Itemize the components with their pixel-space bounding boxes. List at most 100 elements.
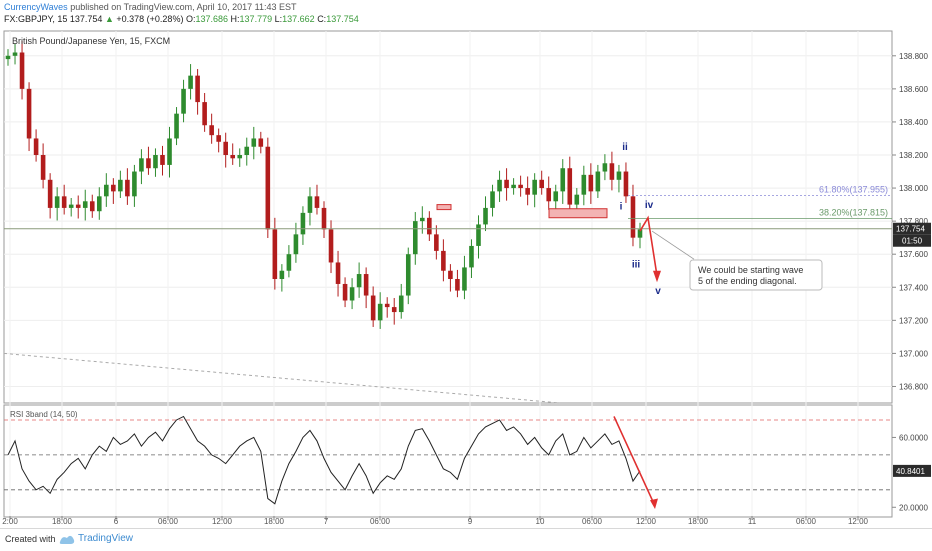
- candle-body: [216, 135, 221, 142]
- candle-body: [567, 168, 573, 205]
- candle-body: [384, 303, 390, 308]
- candle-body: [202, 102, 207, 126]
- candle-body: [61, 196, 67, 208]
- time-tick-label: 6: [114, 517, 119, 526]
- candle-body: [167, 138, 172, 165]
- candle-body: [68, 204, 74, 208]
- rsi-line: [7, 415, 641, 505]
- fib-label: 61.80%(137.955): [819, 185, 888, 195]
- last-price-label: 137.754: [896, 225, 925, 234]
- price-tick-label: 138.600: [899, 85, 928, 94]
- candle-body: [188, 75, 193, 89]
- main-pane[interactable]: [3, 30, 893, 404]
- price-tick-label: 137.800: [899, 217, 928, 226]
- candle-body: [75, 204, 81, 208]
- change-value: +0.378 (+0.28%): [116, 14, 184, 24]
- candle-body: [504, 179, 509, 189]
- price-tick-label: 137.200: [899, 316, 928, 325]
- candle-body: [363, 274, 369, 296]
- time-tick-label: 9: [468, 517, 473, 526]
- candle-body: [349, 287, 355, 301]
- candle-body: [19, 52, 25, 89]
- candle-body: [637, 229, 643, 238]
- time-tick-label: 06:00: [370, 517, 391, 526]
- rsi-last-badge: [893, 464, 931, 477]
- fib-label: 38.20%(137.815): [819, 208, 888, 218]
- annotation-text-line1: We could be starting wave: [698, 265, 803, 275]
- candle-body: [223, 141, 228, 155]
- candle-body: [553, 191, 559, 202]
- candle-body: [391, 307, 397, 313]
- candle-body: [462, 267, 467, 291]
- publish-line: CurrencyWaves published on TradingView.c…: [4, 2, 297, 12]
- candle-body: [623, 171, 629, 197]
- time-tick-label: 12:00: [636, 517, 657, 526]
- time-tick-label: 18:00: [52, 517, 73, 526]
- rsi-projection-arrow: [613, 416, 655, 505]
- time-tick-label: 06:00: [796, 517, 817, 526]
- author-link[interactable]: CurrencyWaves: [4, 2, 68, 12]
- candle-body: [258, 138, 264, 147]
- countdown-badge: [893, 234, 931, 247]
- candle-body: [398, 295, 404, 313]
- candle-body: [630, 196, 636, 238]
- high-value: 137.779: [239, 14, 273, 24]
- candle-body: [12, 52, 18, 56]
- chart-header: CurrencyWaves published on TradingView.c…: [0, 0, 932, 28]
- annotation-text-line2: 5 of the ending diagonal.: [698, 276, 797, 286]
- rsi-pane[interactable]: [3, 404, 893, 518]
- candle-body: [588, 174, 594, 192]
- candle-body: [272, 229, 278, 279]
- candle-body: [146, 158, 151, 169]
- chart-area[interactable]: 61.80%(137.955)38.20%(137.815)iiiiiiivvW…: [0, 30, 932, 528]
- candle-body: [89, 201, 95, 212]
- candle-body: [96, 196, 102, 212]
- candle-body: [293, 234, 299, 255]
- candle-body: [539, 179, 544, 189]
- candle-body: [26, 88, 32, 139]
- open-label: O:: [185, 14, 196, 24]
- time-tick-label: 06:00: [582, 517, 603, 526]
- candle-body: [525, 188, 530, 195]
- candle-body: [104, 184, 109, 197]
- candle-body: [328, 229, 334, 263]
- last-price-badge: [893, 222, 931, 235]
- candle-body: [370, 295, 376, 321]
- candle-body: [54, 196, 60, 208]
- rsi-tick-label: 60.0000: [899, 433, 928, 442]
- candle-body: [160, 155, 165, 165]
- candle-body: [560, 168, 566, 192]
- price-tick-label: 138.000: [899, 184, 928, 193]
- change-arrow: ▲: [104, 14, 114, 24]
- candle-body: [307, 196, 313, 213]
- candle-body: [532, 179, 537, 195]
- close-label: C:: [317, 14, 327, 24]
- candle-body: [511, 184, 516, 189]
- wave-label-iii: iii: [632, 259, 641, 270]
- candle-body: [321, 207, 327, 230]
- candle-body: [483, 207, 488, 225]
- price-tick-label: 138.800: [899, 52, 928, 61]
- candle-body: [574, 194, 580, 205]
- support-box: [548, 208, 608, 219]
- candle-body: [195, 75, 200, 103]
- resistance-box: [436, 204, 452, 211]
- price-tick-label: 136.800: [899, 382, 928, 391]
- time-tick-label: 06:00: [158, 517, 179, 526]
- publish-info: published on TradingView.com, April 10, …: [67, 2, 297, 12]
- candle-body: [405, 254, 411, 296]
- rsi-title: RSI 3band (14, 50): [10, 410, 78, 419]
- candle-body: [174, 113, 179, 139]
- tradingview-brand[interactable]: TradingView: [78, 533, 134, 544]
- candle-body: [546, 188, 552, 202]
- symbol-label[interactable]: FX:GBPJPY, 15: [4, 14, 68, 24]
- candle-body: [251, 138, 257, 147]
- low-label: L:: [274, 14, 283, 24]
- candle-body: [125, 179, 130, 197]
- price-tick-label: 137.400: [899, 283, 928, 292]
- candle-body: [139, 158, 144, 172]
- projection-arrow: [639, 215, 658, 276]
- candle-body: [111, 184, 116, 192]
- price-tick-label: 138.400: [899, 118, 928, 127]
- candle-body: [40, 155, 46, 180]
